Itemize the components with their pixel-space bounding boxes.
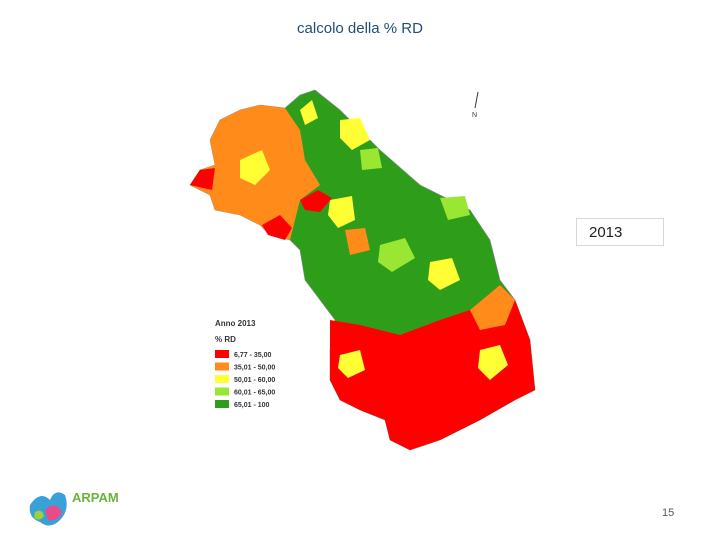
legend-label: 60,01 - 65,00 (234, 390, 275, 397)
legend-swatch (215, 375, 229, 383)
north-arrow (474, 91, 479, 109)
legend-title: Anno 2013 (215, 319, 256, 328)
legend: 6,77 - 35,00 35,01 - 50,00 50,01 - 60,00 60… (215, 350, 275, 409)
zone-red (262, 215, 292, 240)
slide-title: calcolo della % RD (297, 20, 423, 37)
legend-label: 6,77 - 35,00 (234, 352, 271, 359)
zone-lightgreen (360, 148, 382, 170)
zone-red (190, 168, 215, 190)
zone-yellow (340, 118, 370, 150)
zone-red (300, 190, 332, 212)
zone-yellow (478, 345, 508, 380)
legend-label: 65,01 - 100 (234, 402, 270, 409)
zone-lightgreen (440, 196, 470, 220)
zone-orange (345, 228, 370, 255)
logo: ARPAM (29, 490, 119, 526)
legend-label: 35,01 - 50,00 (234, 365, 275, 372)
zone-lightgreen (378, 238, 415, 272)
legend-subtitle: % RD (215, 335, 236, 344)
legend-label: 50,01 - 60,00 (234, 377, 275, 384)
page-number: 15 (662, 507, 675, 519)
legend-swatch (215, 400, 229, 408)
zone-orange (470, 285, 515, 330)
year-box: 2013 (576, 218, 664, 246)
legend-swatch (215, 362, 229, 371)
zone-yellow (300, 100, 318, 125)
zone-yellow (240, 150, 270, 185)
logo-text: ARPAM (72, 490, 119, 505)
zone-yellow (428, 258, 460, 290)
north-label: N (472, 112, 477, 119)
zone-yellow (338, 350, 365, 378)
legend-swatch (215, 387, 229, 396)
legend-swatch (215, 350, 229, 358)
zone-yellow (328, 196, 355, 228)
